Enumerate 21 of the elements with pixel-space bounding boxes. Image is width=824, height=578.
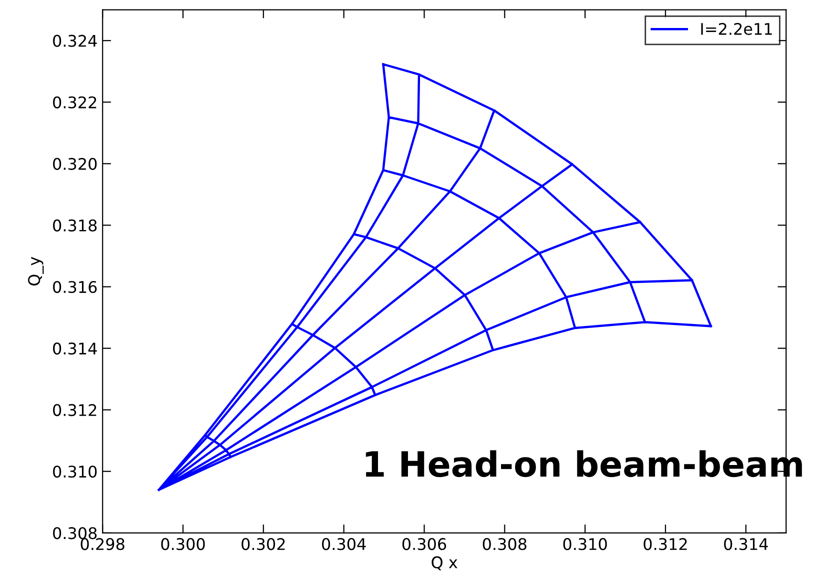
x-tick-label: 0.300	[161, 538, 205, 550]
y-tick-label: 0.320	[53, 158, 97, 170]
y-tick-label: 0.324	[53, 34, 97, 47]
x-tick-label: 0.310	[563, 538, 607, 550]
x-tick-label: 0.304	[322, 538, 366, 550]
y-tick-label: 0.312	[53, 404, 96, 416]
y-tick-label: 0.316	[53, 280, 97, 294]
x-tick-label: 0.306	[402, 538, 446, 550]
x-tick-label: 0.314	[724, 538, 768, 550]
x-tick-label: 0.302	[242, 538, 285, 550]
y-tick-label: 0.322	[53, 96, 96, 108]
y-tick-label: 0.310	[53, 466, 97, 478]
x-tick-label: 0.308	[482, 538, 526, 550]
y-tick-label: 0.308	[53, 527, 97, 540]
y-tick-label: 0.318	[53, 219, 97, 232]
x-axis-title: Q x	[432, 556, 458, 570]
x-tick-label: 0.312	[644, 538, 687, 550]
y-tick-label: 0.314	[53, 342, 97, 355]
y-axis-title: Q_y	[28, 256, 44, 286]
x-tick-label: 0.298	[80, 538, 124, 550]
legend-label: I=2.2e11	[701, 22, 772, 35]
